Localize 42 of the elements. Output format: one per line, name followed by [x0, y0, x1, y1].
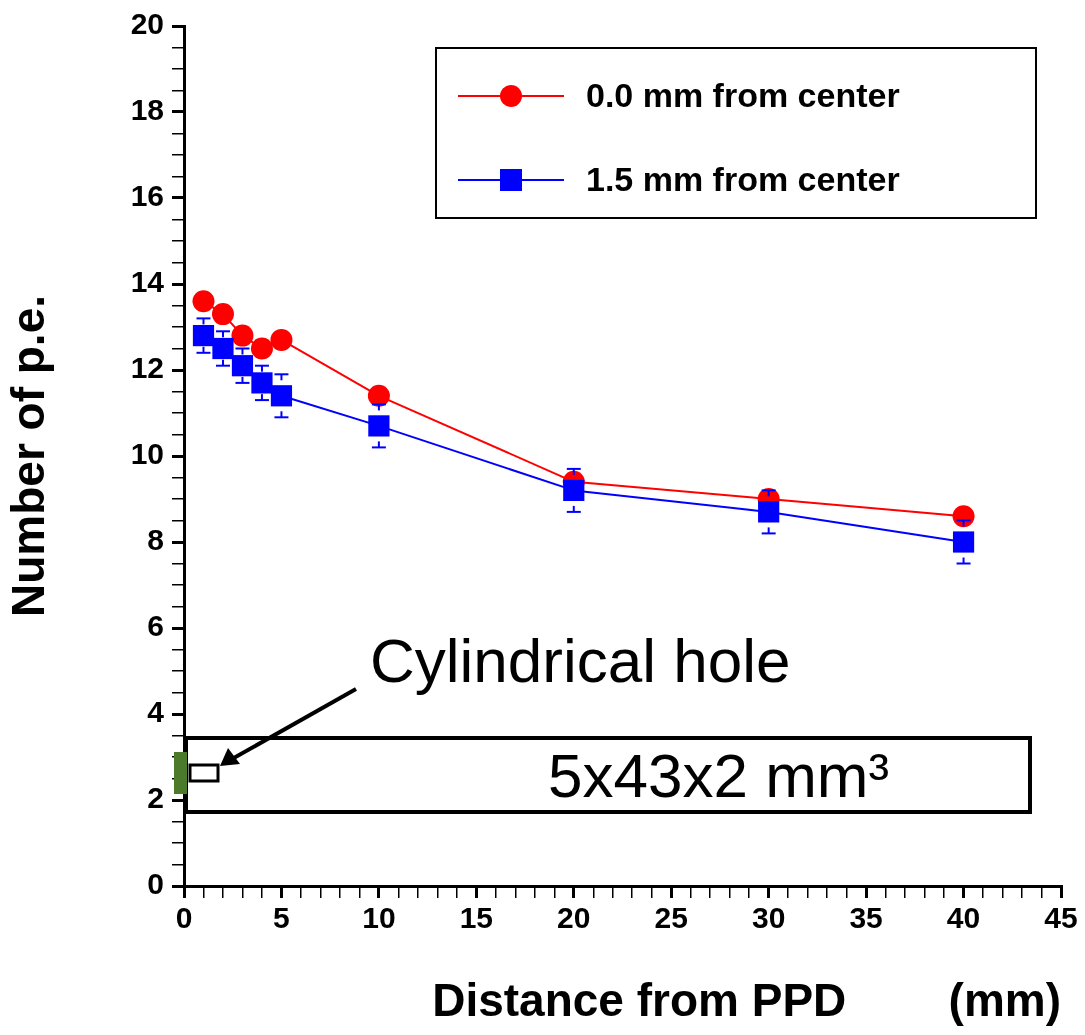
- point: [368, 415, 390, 437]
- point: [270, 385, 293, 407]
- annotation: Cylindrical hole: [370, 626, 791, 695]
- y-tick-label: 2: [147, 781, 164, 815]
- point: [270, 328, 293, 351]
- y-tick-label: 20: [130, 7, 164, 41]
- y-tick-label: 14: [130, 265, 165, 299]
- point: [251, 372, 273, 394]
- point: [192, 290, 215, 313]
- y-tick-label: 18: [130, 93, 164, 127]
- x-tick-label: 20: [557, 901, 591, 935]
- x-tick-label: 15: [459, 901, 494, 935]
- y-tick-label: 12: [130, 351, 164, 385]
- x-tick-label: 30: [751, 901, 786, 935]
- point: [952, 531, 975, 553]
- x-axis-title: Distance from PPD (mm): [432, 974, 1061, 1027]
- point: [212, 337, 234, 360]
- y-axis-title: Number of p.e.: [2, 294, 55, 618]
- x-tick-label: 10: [362, 901, 396, 935]
- point: [563, 479, 585, 502]
- point: [231, 324, 254, 347]
- y-tick-label: 10: [130, 437, 164, 471]
- x-tick-label: 5: [273, 901, 290, 935]
- x-tick-label: 35: [849, 901, 883, 935]
- y-tick-label: 0: [147, 867, 164, 901]
- legend-label: 0.0 mm from center: [586, 76, 900, 115]
- y-tick-label: 16: [130, 179, 164, 213]
- legend-label: 1.5 mm from center: [586, 160, 900, 199]
- annotation: 5x43x2 mm³: [548, 741, 890, 810]
- x-tick-label: 40: [946, 901, 981, 935]
- point: [758, 501, 780, 523]
- y-tick-label: 8: [147, 523, 164, 557]
- point: [367, 384, 390, 407]
- point: [192, 324, 215, 347]
- point: [211, 303, 234, 326]
- y-tick-label: 6: [147, 609, 164, 643]
- point: [250, 337, 273, 360]
- x-tick-label: 25: [654, 901, 688, 935]
- x-tick-label: 45: [1044, 901, 1078, 935]
- point: [231, 355, 254, 377]
- x-tick-label: 0: [175, 901, 193, 935]
- y-tick-label: 4: [147, 695, 165, 729]
